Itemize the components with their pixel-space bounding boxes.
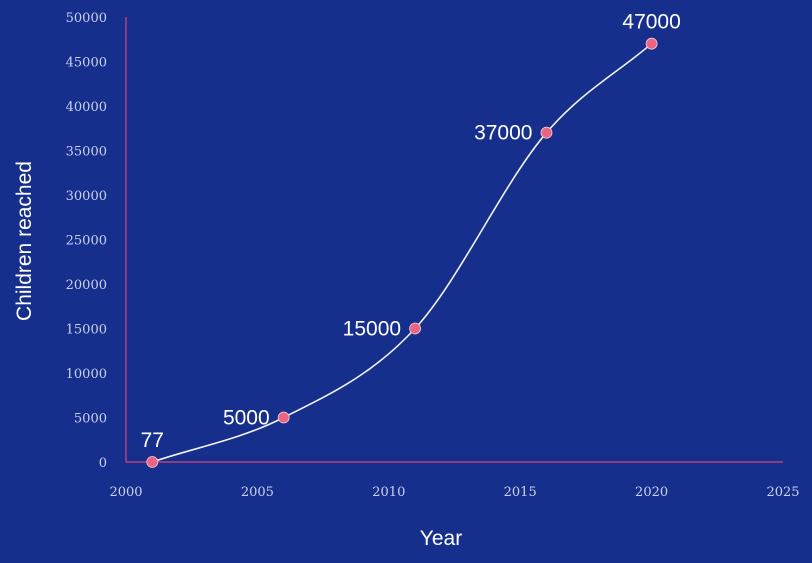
x-tick-label: 2015 <box>504 485 537 500</box>
data-label: 77 <box>141 429 164 452</box>
x-tick-label: 2000 <box>109 485 142 500</box>
data-point <box>277 411 290 424</box>
y-tick-label: 10000 <box>66 367 107 382</box>
data-labels: 77 5000 15000 37000 47000 <box>141 11 681 452</box>
x-tick-label: 2005 <box>241 485 274 500</box>
y-tick-label: 0 <box>99 456 107 471</box>
y-tick-label: 5000 <box>74 412 107 427</box>
data-label: 5000 <box>223 407 270 430</box>
y-tick-label: 50000 <box>66 11 107 26</box>
y-tick-label: 30000 <box>66 189 107 204</box>
y-tick-label: 20000 <box>66 278 107 293</box>
y-tick-label: 40000 <box>66 100 107 115</box>
data-markers <box>146 37 658 468</box>
y-axis-ticks: 0 5000 10000 15000 20000 25000 30000 35000 40000… <box>66 11 107 471</box>
y-axis-title: Children reached <box>13 161 36 321</box>
y-tick-label: 15000 <box>66 323 107 338</box>
data-point <box>146 456 159 468</box>
data-label: 37000 <box>474 122 532 145</box>
y-tick-label: 25000 <box>66 234 107 249</box>
data-label: 47000 <box>622 11 680 34</box>
data-point <box>409 322 421 335</box>
data-point <box>645 37 658 50</box>
data-point <box>540 126 553 139</box>
data-label: 15000 <box>343 318 401 341</box>
x-axis-ticks: 2000 2005 2010 2015 2020 2025 <box>109 485 799 500</box>
x-tick-label: 2010 <box>372 485 405 500</box>
x-axis-title: Year <box>420 527 462 550</box>
axes <box>125 17 783 463</box>
y-tick-label: 45000 <box>66 56 107 71</box>
x-tick-label: 2020 <box>635 485 668 500</box>
x-tick-label: 2025 <box>766 485 799 500</box>
y-tick-label: 35000 <box>66 145 107 160</box>
series-line <box>152 43 653 463</box>
